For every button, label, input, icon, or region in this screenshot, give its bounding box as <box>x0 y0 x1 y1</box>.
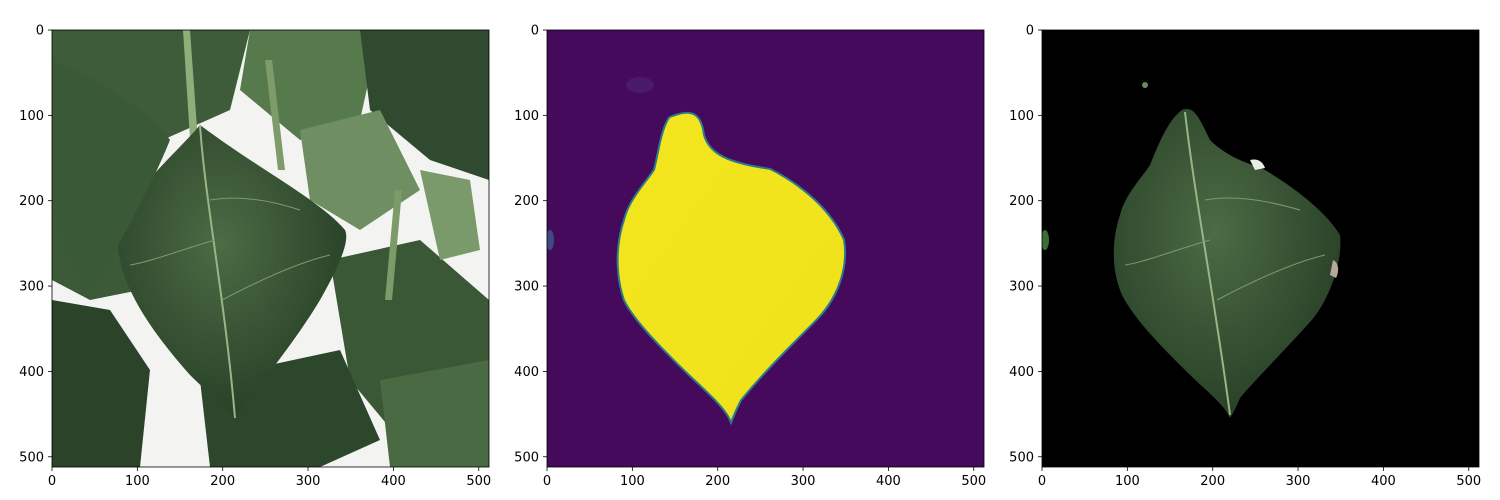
y-tick-label: 500 <box>19 450 44 465</box>
y-tick-label: 0 <box>531 24 539 39</box>
axes-original: 0 100 200 300 400 500 0 100 200 300 400 500 <box>19 24 491 490</box>
y-tick-label: 300 <box>1009 280 1034 295</box>
y-tick-label: 500 <box>514 450 539 465</box>
x-tick-label: 300 <box>296 474 321 489</box>
y-tick-label: 400 <box>1009 365 1034 380</box>
y-tick-label: 400 <box>19 365 44 380</box>
panel-masked: 0 100 200 300 400 500 0 100 200 300 400 500 <box>1009 24 1481 490</box>
y-tick-label: 300 <box>514 280 539 295</box>
x-tick-label: 100 <box>125 474 150 489</box>
x-tick-label: 100 <box>620 474 645 489</box>
axes-masked: 0 100 200 300 400 500 0 100 200 300 400 500 <box>1009 24 1481 490</box>
y-tick-label: 300 <box>19 280 44 295</box>
x-tick-label: 500 <box>961 474 986 489</box>
y-tick-label: 200 <box>1009 194 1034 209</box>
x-tick-label: 200 <box>705 474 730 489</box>
x-tick-label: 0 <box>1038 474 1046 489</box>
x-tick-label: 400 <box>381 474 406 489</box>
mask-image <box>547 30 984 467</box>
x-tick-label: 400 <box>876 474 901 489</box>
original-photo <box>52 30 489 467</box>
x-tick-label: 0 <box>48 474 56 489</box>
panel-original: 0 100 200 300 400 500 0 100 200 300 400 500 <box>19 24 491 490</box>
x-tick-label: 0 <box>543 474 551 489</box>
x-tick-label: 100 <box>1115 474 1140 489</box>
x-tick-label: 200 <box>1200 474 1225 489</box>
y-tick-label: 400 <box>514 365 539 380</box>
axes-mask: 0 100 200 300 400 500 0 100 200 300 400 500 <box>514 24 986 490</box>
y-tick-label: 200 <box>514 194 539 209</box>
masked-image <box>1042 30 1479 467</box>
y-tick-label: 100 <box>19 109 44 124</box>
x-tick-label: 300 <box>1286 474 1311 489</box>
y-tick-label: 0 <box>36 24 44 39</box>
panel-mask: 0 100 200 300 400 500 0 100 200 300 400 500 <box>514 24 986 490</box>
y-tick-label: 100 <box>514 109 539 124</box>
x-tick-label: 500 <box>466 474 491 489</box>
y-tick-label: 200 <box>19 194 44 209</box>
x-tick-label: 300 <box>791 474 816 489</box>
y-tick-label: 500 <box>1009 450 1034 465</box>
x-tick-label: 400 <box>1371 474 1396 489</box>
y-tick-label: 0 <box>1026 24 1034 39</box>
y-tick-label: 100 <box>1009 109 1034 124</box>
x-tick-label: 200 <box>210 474 235 489</box>
x-tick-label: 500 <box>1456 474 1481 489</box>
